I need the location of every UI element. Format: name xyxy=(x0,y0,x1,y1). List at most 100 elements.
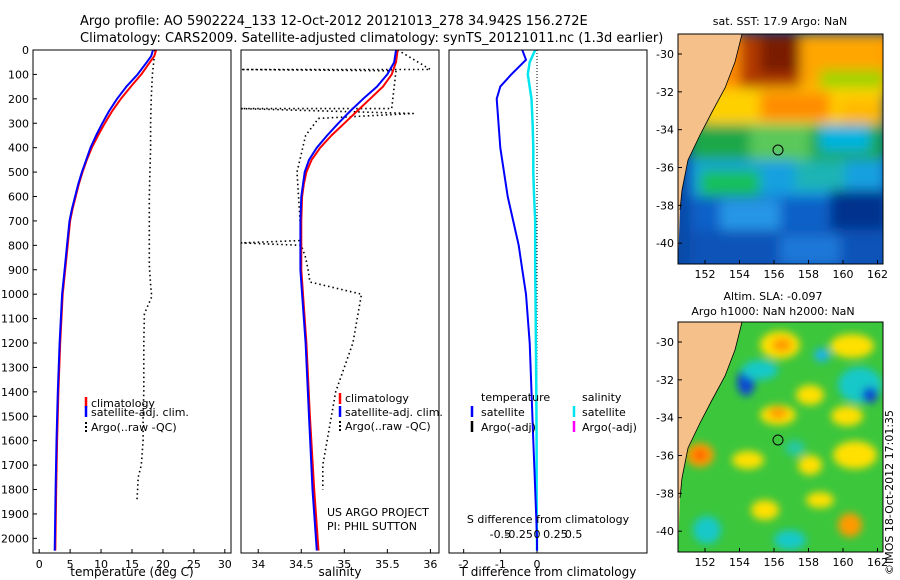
legend-label-s-sat: satellite xyxy=(582,406,626,419)
lon-tick-label: 152 xyxy=(695,268,716,281)
satellite-temperature-line xyxy=(53,50,154,551)
lat-tick-label: -32 xyxy=(656,374,674,387)
depth-tick-label: 400 xyxy=(8,142,29,155)
s-diff-tick-label: 0 xyxy=(534,528,541,541)
depth-tick-label: 1900 xyxy=(1,508,29,521)
x-tick-label: 5 xyxy=(67,558,74,571)
lat-tick-label: -32 xyxy=(656,86,674,99)
sla-land xyxy=(678,322,742,552)
legend-title-salinity: salinity xyxy=(582,391,622,404)
sla-map: Altim. SLA: -0.097 Argo h1000: NaN h2000… xyxy=(656,290,888,569)
difference-frame xyxy=(448,49,648,554)
depth-tick-label: 800 xyxy=(8,239,29,252)
sst-map-axes: -30 -32 -34 -36 -38 -40 152 154 156 158 160 162 xyxy=(656,48,888,281)
s-difference-x-axis: -0.5-0.25 0 0.250.5 xyxy=(490,528,583,541)
satellite-salinity-line xyxy=(299,50,397,551)
climatology-temperature-line xyxy=(54,50,158,551)
depth-tick-label: 1400 xyxy=(1,386,29,399)
satellite-s-difference-line xyxy=(526,50,539,551)
legend-label-clim: climatology xyxy=(345,392,409,405)
s-diff-tick-label: 0.5 xyxy=(565,528,583,541)
legend-label-clim: climatology xyxy=(91,397,155,410)
pi-label: PI: PHIL SUTTON xyxy=(327,520,417,533)
temperature-panel: 0100200300400500600700800900100011001200… xyxy=(1,44,232,579)
depth-tick-label: 1300 xyxy=(1,361,29,374)
lat-tick-label: -40 xyxy=(656,237,674,250)
sla-map-axes: -30 -32 -34 -36 -38 -40 152 154 156 158 160 162 xyxy=(656,336,888,569)
lon-tick-label: 152 xyxy=(695,556,716,569)
header-line1: Argo profile: AO 5902224_133 12-Oct-2012… xyxy=(80,14,588,29)
legend-label-t-argo: Argo(-adj) xyxy=(481,421,536,434)
sst-map-frame xyxy=(677,33,884,265)
difference-legend: temperature satellite Argo(-adj) salinit… xyxy=(470,391,637,434)
x-tick-label: 35 xyxy=(337,558,351,571)
sla-map-title2: Argo h1000: NaN h2000: NaN xyxy=(691,305,854,318)
lat-tick-label: -34 xyxy=(656,412,674,425)
sst-argo-marker xyxy=(772,144,784,156)
s-diff-tick-label: -0.25 xyxy=(504,528,532,541)
legend-label-s-argo: Argo(-adj) xyxy=(582,421,637,434)
depth-tick-label: 300 xyxy=(8,117,29,130)
depth-tick-label: 2000 xyxy=(1,532,29,545)
temperature-x-axis: 0 5 10 15 20 25 30 xyxy=(36,549,232,571)
depth-tick-label: 100 xyxy=(8,68,29,81)
lon-tick-label: 160 xyxy=(833,268,854,281)
sla-argo-marker xyxy=(772,434,784,446)
x-tick-label: -2 xyxy=(458,558,469,571)
x-tick-label: 20 xyxy=(156,558,170,571)
credit-text: ©IMOS 18-Oct-2012 17:01:35 xyxy=(883,410,896,575)
sst-map-title: sat. SST: 17.9 Argo: NaN xyxy=(713,15,847,28)
x-tick-label: 15 xyxy=(125,558,139,571)
lat-tick-label: -30 xyxy=(656,48,674,61)
lat-tick-label: -34 xyxy=(656,124,674,137)
x-tick-label: 0 xyxy=(534,558,541,571)
argo-salinity-line xyxy=(241,50,432,490)
legend-label-sat: satellite-adj. clim. xyxy=(91,406,189,419)
s-diff-tick-label: -0.5 xyxy=(490,528,511,541)
salinity-panel: 34 34.5 35 35.5 36 climatology satellite-adj… xyxy=(240,49,443,579)
depth-tick-label: 900 xyxy=(8,264,29,277)
lon-tick-label: 162 xyxy=(867,268,888,281)
lon-tick-label: 154 xyxy=(729,268,750,281)
lat-tick-label: -36 xyxy=(656,450,674,463)
lon-tick-label: 158 xyxy=(798,268,819,281)
sla-anomaly-field xyxy=(686,331,882,550)
depth-tick-label: 1200 xyxy=(1,337,29,350)
depth-tick-label: 1700 xyxy=(1,459,29,472)
lat-tick-label: -38 xyxy=(656,199,674,212)
depth-tick-label: 1500 xyxy=(1,410,29,423)
salinity-x-axis: 34 34.5 35 35.5 36 xyxy=(251,549,437,571)
legend-label-sat: satellite-adj. clim. xyxy=(345,406,443,419)
depth-tick-label: 200 xyxy=(8,93,29,106)
t-difference-xlabel: T difference from climatology xyxy=(459,565,637,579)
legend-title-temperature: temperature xyxy=(481,391,550,404)
legend-label-argo: Argo(..raw -QC) xyxy=(91,421,177,434)
sst-map: sat. SST: 17.9 Argo: NaN xyxy=(656,15,888,281)
depth-tick-label: 0 xyxy=(22,44,29,57)
satellite-t-difference-line xyxy=(495,50,538,551)
sla-coastline xyxy=(679,322,743,499)
project-label: US ARGO PROJECT xyxy=(327,506,429,519)
temperature-frame xyxy=(32,49,232,554)
lon-tick-label: 158 xyxy=(798,556,819,569)
lon-tick-label: 156 xyxy=(764,556,785,569)
salinity-legend: climatology satellite-adj. clim. Argo(..… xyxy=(338,392,443,433)
s-difference-xlabel: S difference from climatology xyxy=(467,513,630,526)
depth-tick-label: 1800 xyxy=(1,484,29,497)
x-tick-label: -1 xyxy=(495,558,506,571)
difference-panel: -2 -1 0 temperature satellite Argo(-adj) s… xyxy=(448,49,648,579)
x-tick-label: 35.5 xyxy=(375,558,400,571)
legend-label-t-sat: satellite xyxy=(481,406,525,419)
lat-tick-label: -30 xyxy=(656,336,674,349)
x-tick-label: 25 xyxy=(187,558,201,571)
x-tick-label: 0 xyxy=(36,558,43,571)
sla-map-frame xyxy=(677,321,884,553)
sst-coastline xyxy=(679,34,743,211)
x-tick-label: 34.5 xyxy=(289,558,314,571)
lat-tick-label: -36 xyxy=(656,162,674,175)
temperature-legend: climatology satellite-adj. clim. Argo(..… xyxy=(84,397,189,434)
x-tick-label: 34 xyxy=(251,558,265,571)
depth-tick-label: 1000 xyxy=(1,288,29,301)
lat-tick-label: -38 xyxy=(656,487,674,500)
